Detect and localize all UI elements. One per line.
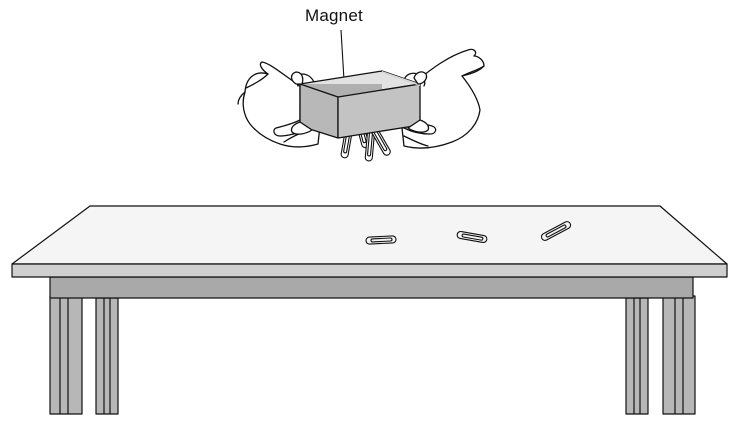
table-apron <box>49 276 694 299</box>
table-leg-front-left <box>49 295 83 415</box>
magnet-label-pointer <box>340 29 345 81</box>
paper-clip-table-3 <box>540 221 572 241</box>
table-leg-front-right <box>662 295 696 415</box>
table-leg-back-right <box>625 297 649 415</box>
paper-clips-on-table <box>365 221 572 245</box>
magnet-right-face <box>382 71 420 86</box>
magnet-label: Magnet <box>305 6 363 25</box>
table-leg-back-left <box>95 297 119 415</box>
table-top <box>11 205 728 265</box>
paper-clip-table-2 <box>456 230 488 244</box>
fingertips <box>290 71 430 135</box>
table-top-edge <box>11 263 728 278</box>
table <box>11 205 728 415</box>
magnet <box>299 70 421 139</box>
paper-clip-table-1 <box>365 235 397 245</box>
